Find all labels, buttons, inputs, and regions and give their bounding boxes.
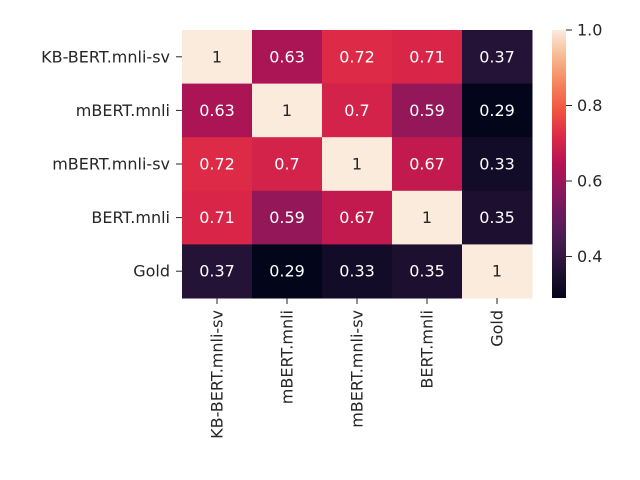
heatmap-cell: [322, 30, 393, 85]
heatmap-cell: [182, 244, 253, 299]
heatmap-cell: [252, 190, 323, 245]
x-tick-label: KB-BERT.mnli-sv: [208, 310, 227, 439]
cell-value-label: 0.7: [344, 101, 369, 120]
cell-value-label: 0.71: [199, 208, 235, 227]
colorbar-tick-label: 0.4: [577, 247, 602, 266]
cell-value-label: 0.35: [409, 262, 445, 281]
heatmap-cell: [322, 244, 393, 299]
heatmap-cell: [252, 244, 323, 299]
cell-value-label: 1: [492, 262, 502, 281]
heatmap-cell: [322, 190, 393, 245]
heatmap-cell: [182, 83, 253, 138]
colorbar: 0.4 0.6 0.8 1.0: [552, 21, 602, 298]
colorbar-tick-label: 0.8: [577, 96, 602, 115]
cell-value-label: 0.37: [199, 262, 235, 281]
heatmap-cell: [462, 190, 533, 245]
cell-value-label: 0.33: [339, 262, 375, 281]
cell-value-label: 0.33: [479, 155, 515, 174]
colorbar-tick-label: 0.6: [577, 171, 602, 190]
cell-value-label: 0.72: [199, 155, 235, 174]
colorbar-gradient: [552, 30, 566, 298]
heatmap-cell: [322, 83, 393, 138]
y-tick-label: BERT.mnli: [91, 208, 170, 227]
heatmap-cell: [252, 137, 323, 192]
cell-value-label: 1: [282, 101, 292, 120]
x-tick-label: BERT.mnli: [418, 310, 437, 389]
heatmap-cell: [252, 83, 323, 138]
cell-value-label: 1: [212, 47, 222, 66]
heatmap-cell: [462, 83, 533, 138]
y-tick-label: Gold: [133, 262, 170, 281]
heatmap-cell: [392, 137, 463, 192]
heatmap-cell: [462, 244, 533, 299]
cell-value-label: 0.63: [199, 101, 235, 120]
y-tick-label: mBERT.mnli-sv: [52, 155, 170, 174]
cell-value-label: 0.29: [269, 262, 305, 281]
cell-value-label: 0.72: [339, 47, 375, 66]
x-tick-labels: KB-BERT.mnli-sv mBERT.mnli mBERT.mnli-sv BE…: [208, 298, 507, 439]
cell-value-label: 0.59: [269, 208, 305, 227]
heatmap-cell: [182, 190, 253, 245]
cell-value-label: 0.7: [274, 155, 299, 174]
x-tick-label: mBERT.mnli-sv: [348, 310, 367, 428]
x-tick-label: Gold: [488, 310, 507, 347]
x-tick-label: mBERT.mnli: [278, 310, 297, 404]
cell-value-label: 1: [422, 208, 432, 227]
colorbar-tick-label: 1.0: [577, 21, 602, 40]
y-tick-label: KB-BERT.mnli-sv: [41, 47, 170, 66]
heatmap-cell: [462, 137, 533, 192]
cell-value-label: 0.29: [479, 101, 515, 120]
heatmap-cells: 1 0.63 0.72 0.71 0.370.63 1 0.7 0.59 0.290.72 0.7…: [182, 30, 533, 299]
heatmap-cell: [392, 190, 463, 245]
cell-value-label: 0.37: [479, 47, 515, 66]
cell-value-label: 1: [352, 155, 362, 174]
heatmap-cell: [182, 137, 253, 192]
y-tick-labels: KB-BERT.mnli-sv mBERT.mnli mBERT.mnli-sv BE…: [41, 47, 182, 281]
heatmap-cell: [392, 244, 463, 299]
cell-value-label: 0.59: [409, 101, 445, 120]
cell-value-label: 0.35: [479, 208, 515, 227]
cell-value-label: 0.67: [409, 155, 445, 174]
cell-value-label: 0.63: [269, 47, 305, 66]
heatmap-cell: [462, 30, 533, 85]
heatmap-cell: [182, 30, 253, 85]
heatmap-cell: [392, 83, 463, 138]
y-tick-label: mBERT.mnli: [76, 101, 170, 120]
heatmap-cell: [252, 30, 323, 85]
cell-value-label: 0.71: [409, 47, 445, 66]
cell-value-label: 0.67: [339, 208, 375, 227]
heatmap-cell: [322, 137, 393, 192]
heatmap-cell: [392, 30, 463, 85]
